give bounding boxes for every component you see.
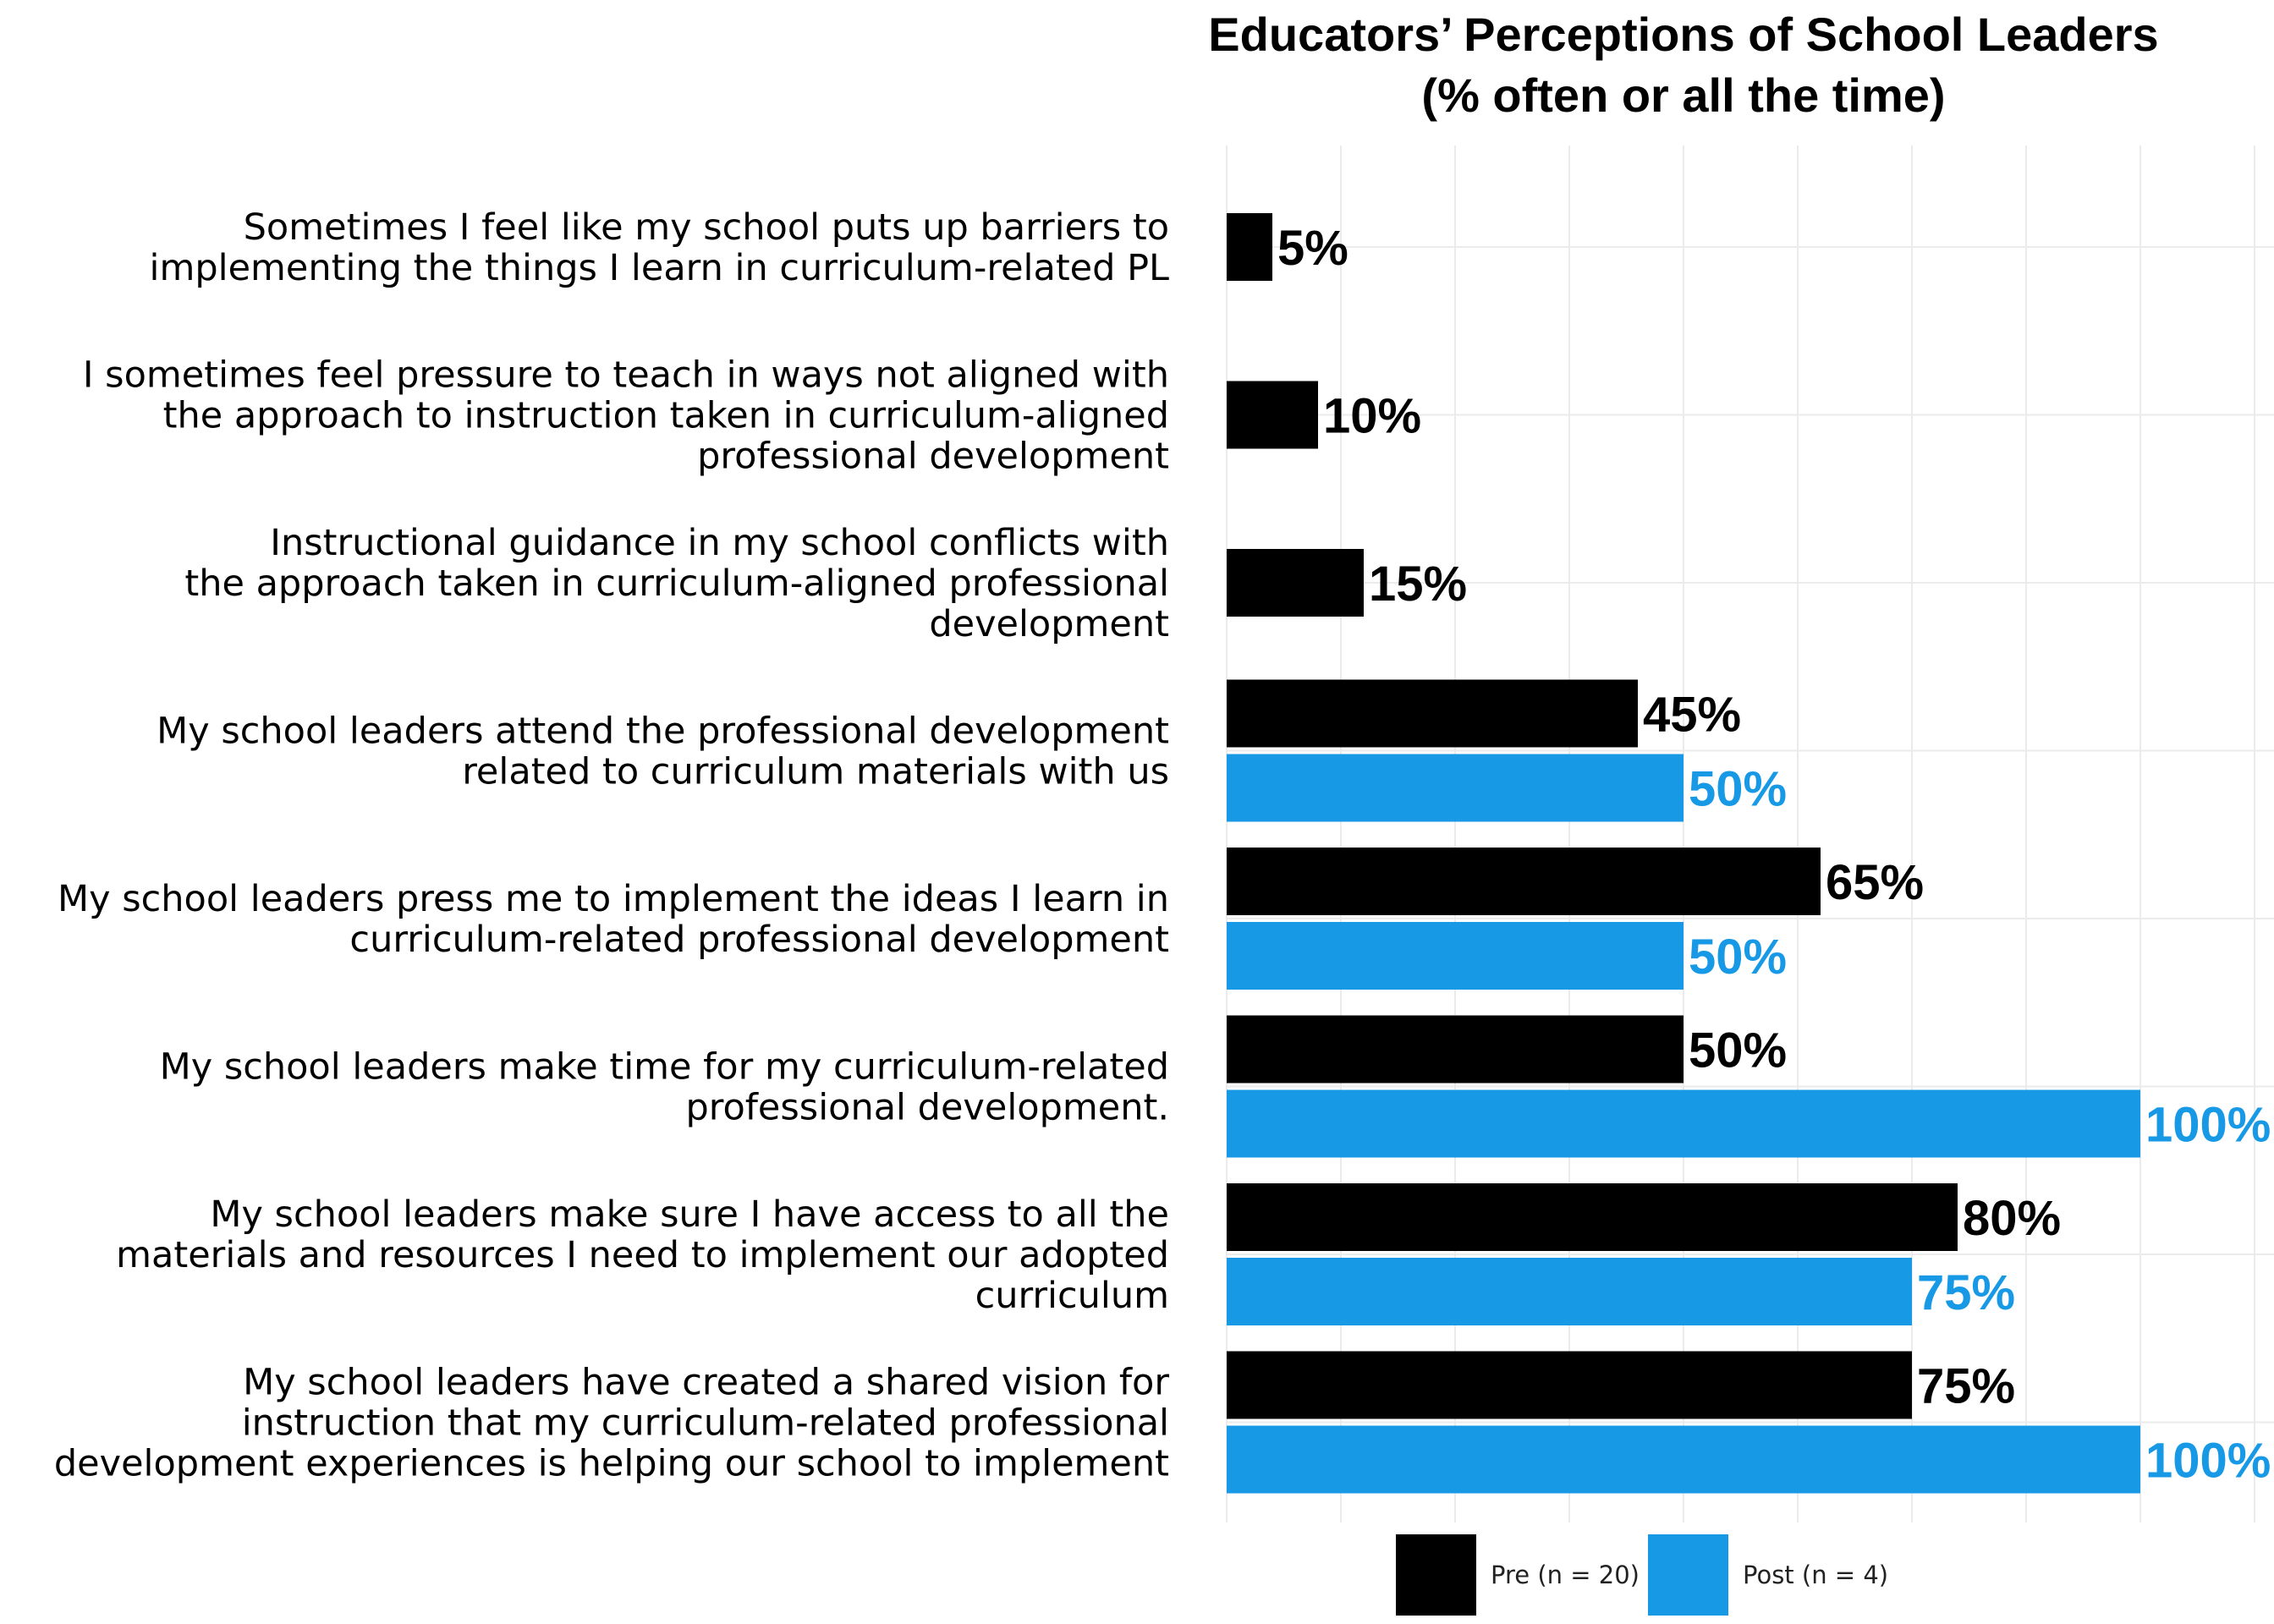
bar-post — [1227, 922, 1684, 990]
data-label-pre: 45% — [1643, 688, 1741, 743]
bar-post — [1227, 754, 1684, 822]
category-label: My school leaders make sure I have acces… — [210, 1193, 1169, 1236]
bar-pre — [1227, 1351, 1912, 1419]
category-label: professional development — [697, 436, 1169, 478]
bar-post — [1227, 1258, 1912, 1325]
legend-label: Post (n = 4) — [1743, 1561, 1888, 1589]
category-label: My school leaders make time for my curri… — [160, 1046, 1169, 1089]
bar-post — [1227, 1425, 2140, 1494]
legend-label: Pre (n = 20) — [1491, 1561, 1640, 1589]
bars — [1227, 213, 2140, 1494]
category-label: related to curriculum materials with us — [462, 751, 1169, 793]
data-label-pre: 65% — [1826, 855, 1924, 910]
data-labels: 5% 10% 15% 45% 50% 65% 50% 50% 100% 80% 75% 75% 100% — [1277, 221, 2271, 1489]
data-label-post: 50% — [1689, 930, 1787, 985]
data-label-pre: 75% — [1917, 1359, 2015, 1414]
category-label: development experiences is helping our s… — [54, 1443, 1169, 1485]
bar-pre — [1227, 848, 1821, 915]
bar-pre — [1227, 1015, 1684, 1084]
category-label: My school leaders have created a shared … — [243, 1362, 1169, 1404]
data-label-post: 100% — [2145, 1098, 2271, 1153]
legend: Pre (n = 20) Post (n = 4) — [1396, 1534, 1888, 1616]
bar-pre — [1227, 1183, 1958, 1251]
category-label: professional development. — [685, 1087, 1169, 1129]
category-label: Sometimes I feel like my school puts up … — [244, 206, 1169, 249]
data-label-pre: 10% — [1323, 389, 1421, 444]
category-label: instruction that my curriculum-related p… — [242, 1402, 1169, 1445]
data-label-pre: 50% — [1689, 1023, 1787, 1078]
chart-title-line: (% often or all the time) — [1421, 69, 1945, 122]
legend-swatch — [1648, 1534, 1728, 1616]
data-label-post: 50% — [1689, 762, 1787, 817]
category-label: development — [929, 603, 1169, 645]
category-label: implementing the things I learn in curri… — [150, 247, 1170, 289]
bar-pre — [1227, 549, 1364, 617]
category-labels: Sometimes I feel like my school puts up … — [54, 206, 1169, 1485]
category-label: materials and resources I need to implem… — [116, 1234, 1169, 1276]
data-label-post: 100% — [2145, 1434, 2271, 1489]
legend-swatch — [1396, 1534, 1476, 1616]
category-label: My school leaders press me to implement … — [58, 878, 1169, 920]
chart-title-line: Educators’ Perceptions of School Leaders — [1208, 8, 2158, 61]
data-label-pre: 80% — [1963, 1191, 2061, 1246]
category-label: My school leaders attend the professiona… — [157, 710, 1169, 753]
category-label: Instructional guidance in my school conf… — [270, 522, 1169, 564]
bar-pre — [1227, 381, 1318, 449]
bar-post — [1227, 1089, 2140, 1158]
category-label: the approach to instruction taken in cur… — [163, 395, 1169, 437]
data-label-pre: 15% — [1369, 557, 1467, 612]
grid — [1226, 145, 2274, 1522]
category-label: curriculum-related professional developm… — [349, 919, 1169, 961]
category-label: I sometimes feel pressure to teach in wa… — [83, 354, 1169, 397]
chart-title: Educators’ Perceptions of School Leaders… — [1208, 8, 2158, 122]
data-label-pre: 5% — [1277, 221, 1348, 276]
category-label: the approach taken in curriculum-aligned… — [184, 562, 1169, 605]
bar-pre — [1227, 679, 1638, 748]
data-label-post: 75% — [1917, 1265, 2015, 1320]
category-label: curriculum — [975, 1275, 1169, 1317]
bar-pre — [1227, 213, 1272, 281]
